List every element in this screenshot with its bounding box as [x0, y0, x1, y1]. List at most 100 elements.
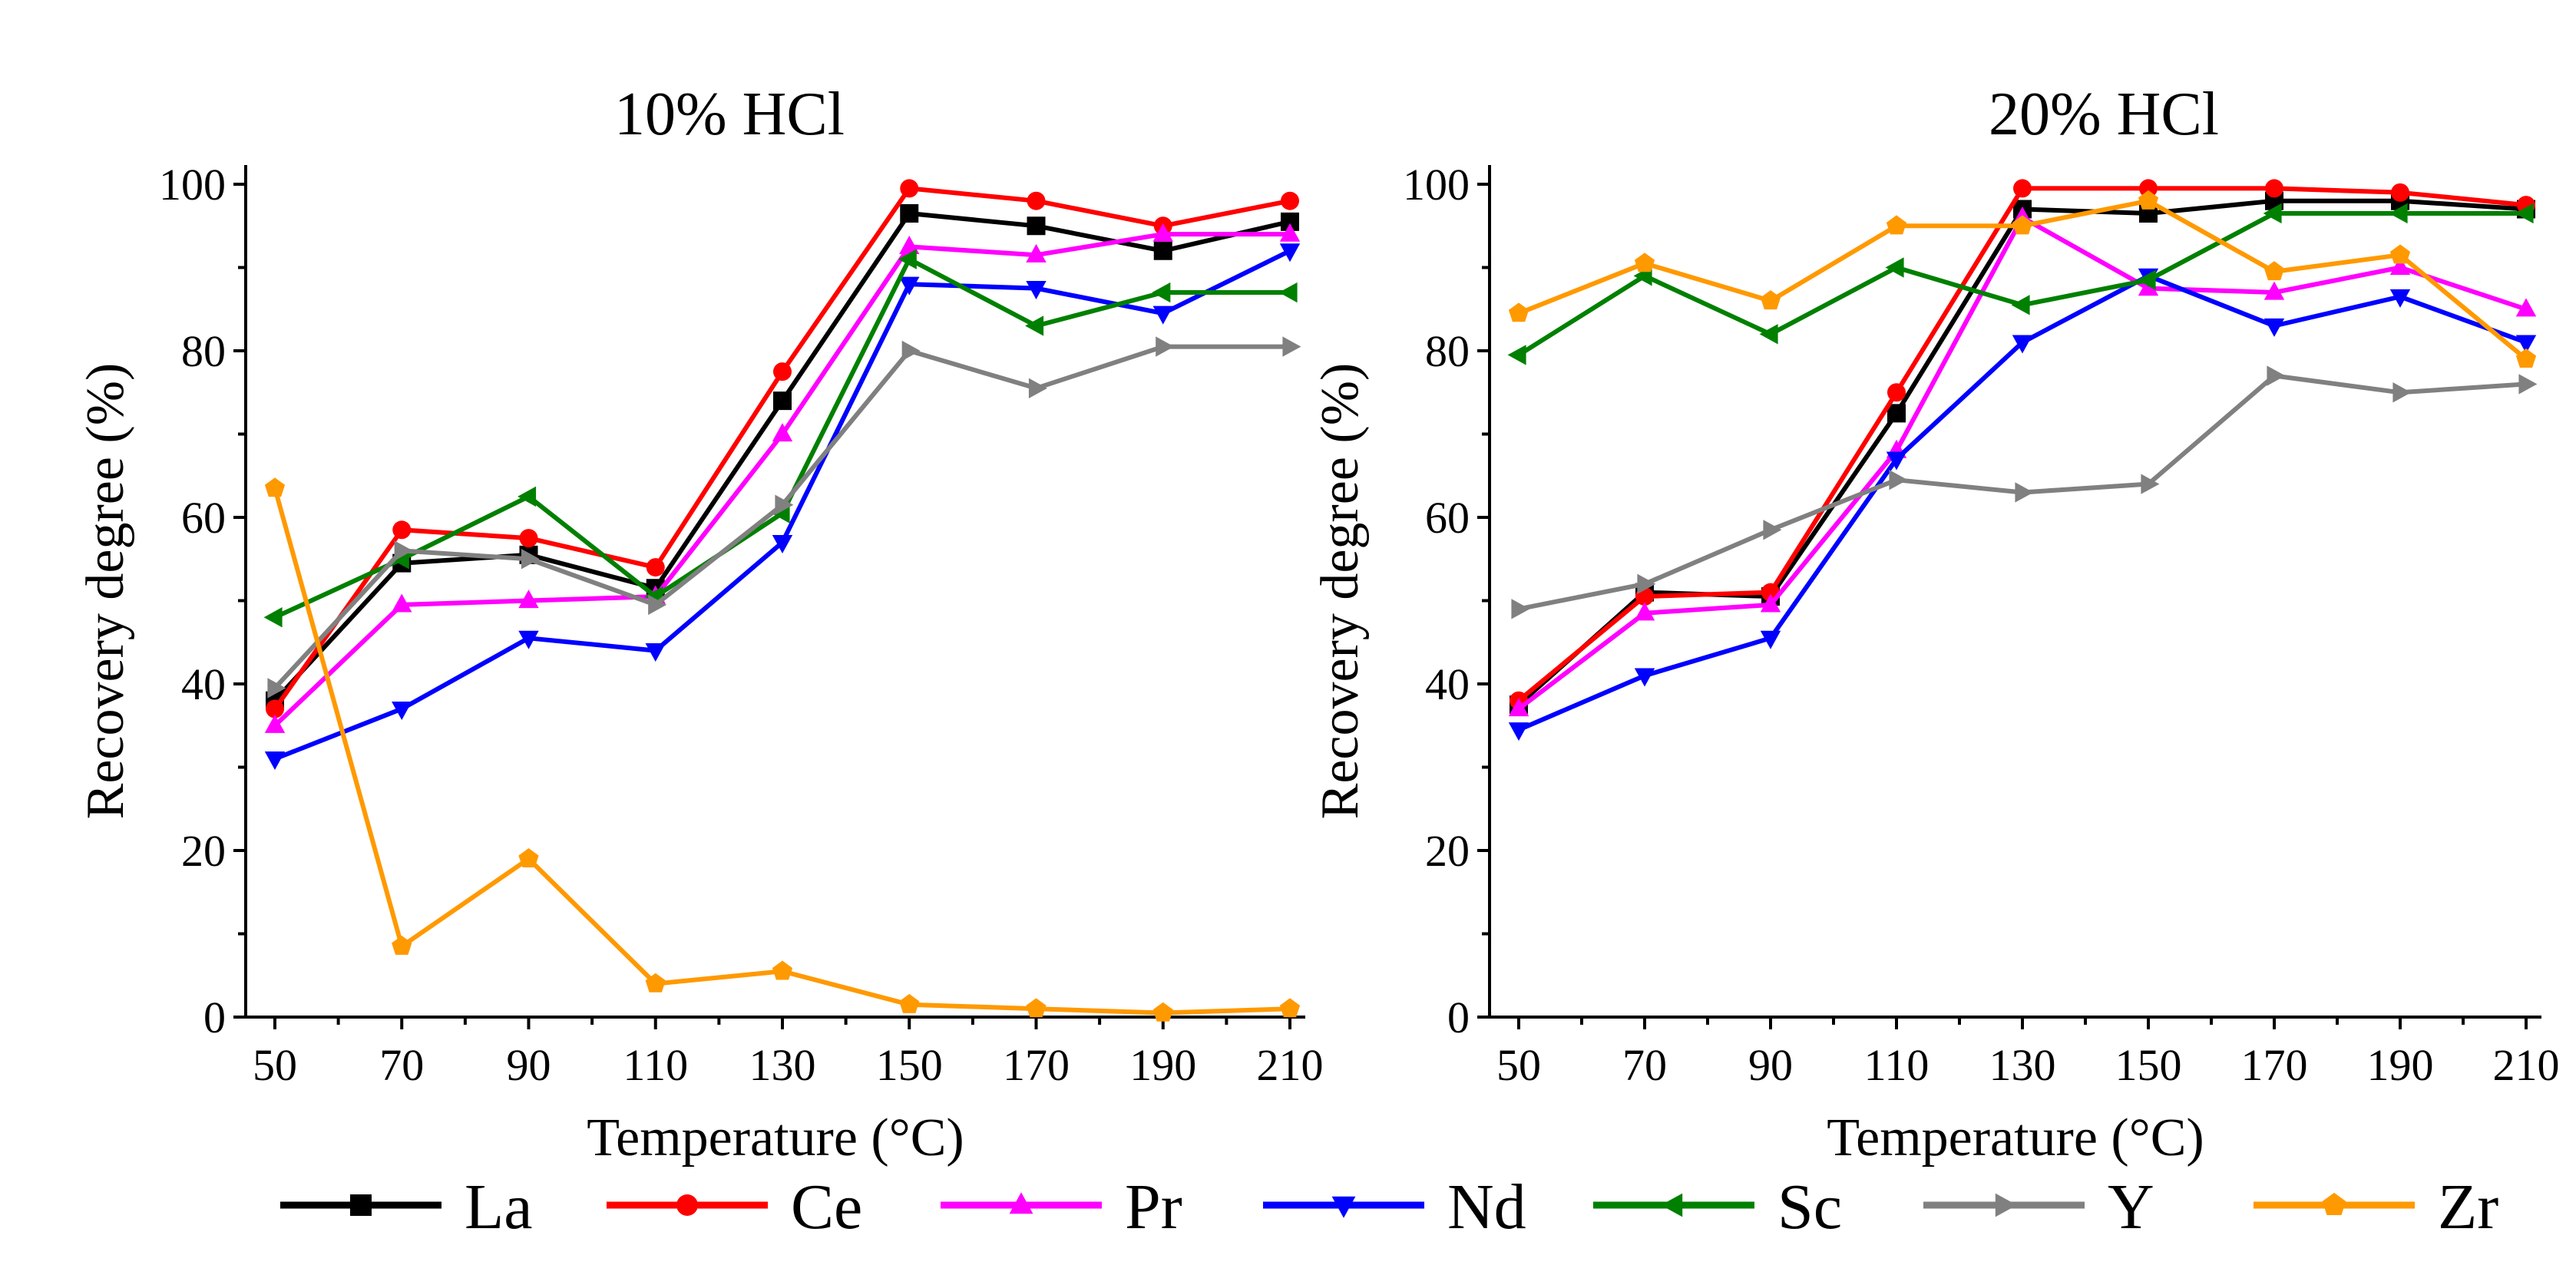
x-tick-label: 110 [1864, 1040, 1930, 1090]
data-point-Sc [2263, 203, 2282, 224]
data-point-Pr [518, 590, 539, 609]
x-tick-label: 90 [507, 1040, 551, 1090]
data-point-Pr [2389, 256, 2411, 276]
data-point-Nd [1152, 306, 1173, 325]
data-point-Nd [264, 751, 286, 771]
data-point-Pr [392, 593, 412, 613]
data-point-Zr [2138, 190, 2159, 210]
series-Nd [1508, 268, 2537, 741]
x-tick-label: 90 [1748, 1040, 1793, 1090]
data-point-Ce [1027, 191, 1046, 210]
data-point-Y [1282, 336, 1301, 357]
data-point-Y [2015, 482, 2034, 503]
legend-item-Pr: Pr [941, 1171, 1182, 1243]
data-point-Nd [1760, 630, 1781, 649]
data-point-Sc [263, 607, 283, 628]
data-point-Pr [899, 235, 920, 254]
data-point-Ce [900, 179, 919, 198]
data-point-Ce [2391, 183, 2409, 202]
x-tick-label: 130 [749, 1040, 816, 1090]
data-point-Zr [1152, 1002, 1173, 1022]
data-point-Pr [264, 714, 286, 733]
data-point-La [1281, 212, 1299, 231]
legend-label: La [465, 1171, 533, 1243]
data-point-Y [901, 340, 921, 362]
series-Y [267, 336, 1301, 699]
data-point-Ce [2265, 179, 2283, 198]
x-tick-label: 150 [2115, 1040, 2182, 1090]
data-point-Zr [2264, 261, 2285, 281]
legend-label: Y [2108, 1171, 2154, 1243]
data-point-Y [2141, 474, 2160, 494]
data-point-La [773, 391, 792, 411]
y-tick-label: 60 [1425, 493, 1470, 543]
data-point-Pr [1152, 223, 1173, 242]
data-point-Zr [1508, 302, 1529, 322]
y-tick-label: 100 [1403, 160, 1470, 210]
data-point-Zr [392, 936, 412, 955]
data-point-Sc [1025, 315, 1044, 336]
data-point-Nd [1026, 281, 1047, 300]
series-line-Ce [1517, 186, 2527, 703]
y-tick-label: 20 [1425, 826, 1470, 876]
data-point-Ce [519, 529, 538, 548]
data-point-Zr [264, 477, 286, 497]
y-axis-label: Recovery degree (%) [1311, 363, 1370, 820]
data-point-Zr [518, 848, 539, 867]
legend-marker [676, 1194, 698, 1216]
legend-marker [2322, 1192, 2346, 1215]
x-tick-label: 50 [253, 1040, 297, 1090]
x-tick-label: 170 [2241, 1040, 2308, 1090]
series-Ce [266, 179, 1299, 718]
data-point-La [1027, 216, 1046, 236]
data-point-Ce [392, 520, 412, 540]
legend-label: Zr [2438, 1171, 2498, 1243]
data-point-Zr [899, 993, 920, 1013]
series-line-Ce [273, 186, 1291, 711]
legend-item-Zr: Zr [2254, 1171, 2498, 1243]
legend: La Ce Pr Nd Sc Y Zr [280, 1171, 2498, 1243]
x-tick-label: 70 [1622, 1040, 1667, 1090]
data-point-Y [2518, 374, 2538, 395]
data-point-Y [2267, 365, 2286, 386]
y-axis-label: Recovery degree (%) [76, 363, 135, 820]
data-point-Y [1156, 336, 1175, 357]
legend-item-Sc: Sc [1593, 1171, 1842, 1243]
data-point-Pr [2264, 281, 2285, 300]
data-point-Nd [1886, 451, 1907, 471]
data-point-Pr [2515, 298, 2537, 317]
data-point-Nd [645, 643, 666, 662]
chart-title: 20% HCl [1989, 81, 2219, 148]
data-point-Zr [2389, 244, 2411, 264]
chart-panel-10pct-hcl: 10% HCl 0 20 40 60 80 100 50 70 90 110 130 150 170 190… [76, 81, 1324, 1168]
legend-item-Ce: Ce [607, 1171, 862, 1243]
legend-marker [350, 1194, 372, 1216]
data-point-Pr [1508, 698, 1529, 717]
legend-marker [1995, 1193, 2017, 1217]
data-point-Y [2392, 382, 2412, 403]
x-tick-label: 130 [1989, 1040, 2056, 1090]
y-tick-label: 0 [1447, 993, 1470, 1042]
data-point-La [1153, 241, 1172, 260]
series-Y [1511, 365, 2538, 619]
data-point-Nd [772, 534, 793, 553]
data-point-Nd [1634, 668, 1655, 687]
data-point-Zr [2012, 215, 2033, 235]
series-line-La [1517, 198, 2527, 707]
data-point-Y [1511, 599, 1530, 619]
data-point-Y [1763, 520, 1782, 540]
legend-label: Pr [1125, 1171, 1182, 1243]
data-point-Ce [1281, 191, 1299, 210]
legend-item-La: La [280, 1171, 533, 1243]
data-point-Y [521, 549, 540, 570]
data-point-Sc [2011, 295, 2030, 315]
data-point-Sc [1507, 345, 1526, 365]
x-tick-label: 210 [2493, 1040, 2560, 1090]
y-tick-label: 20 [181, 826, 226, 876]
data-point-Pr [772, 423, 793, 442]
data-point-Pr [1760, 593, 1781, 613]
data-point-Sc [1759, 324, 1778, 345]
y-tick-label: 80 [1425, 326, 1470, 376]
x-tick-label: 110 [623, 1040, 688, 1090]
data-point-Sc [518, 486, 537, 507]
